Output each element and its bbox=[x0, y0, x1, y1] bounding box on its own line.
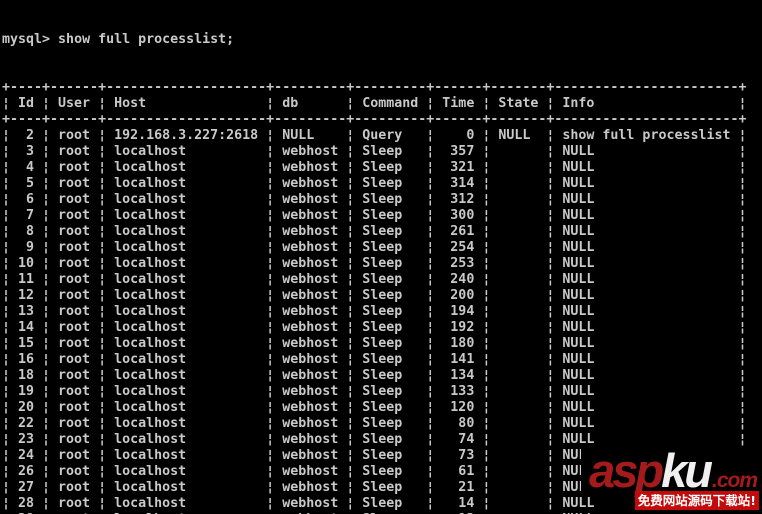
command-text: show full processlist; bbox=[50, 32, 235, 47]
processlist-table: +----+------+--------------------+------… bbox=[2, 80, 747, 514]
table-row: ¦ 20 ¦ root ¦ localhost ¦ webhost ¦ Slee… bbox=[2, 400, 747, 415]
table-row: ¦ 10 ¦ root ¦ localhost ¦ webhost ¦ Slee… bbox=[2, 256, 747, 271]
table-row: ¦ 14 ¦ root ¦ localhost ¦ webhost ¦ Slee… bbox=[2, 320, 747, 335]
logo-com-text: .com bbox=[711, 469, 758, 493]
table-row: ¦ 15 ¦ root ¦ localhost ¦ webhost ¦ Slee… bbox=[2, 336, 747, 351]
command-line: mysql> show full processlist; bbox=[2, 32, 747, 48]
aspku-logo: aspku.com bbox=[581, 447, 759, 494]
table-row: ¦ 24 ¦ root ¦ localhost ¦ webhost ¦ Slee… bbox=[2, 448, 747, 463]
table-row: ¦ 19 ¦ root ¦ localhost ¦ webhost ¦ Slee… bbox=[2, 384, 747, 399]
aspku-watermark: aspku.com 免费网站源码下载站! bbox=[581, 447, 759, 510]
table-row: ¦ 28 ¦ root ¦ localhost ¦ webhost ¦ Slee… bbox=[2, 496, 747, 511]
table-row: ¦ 29 ¦ root ¦ localhost ¦ webhost ¦ Slee… bbox=[2, 512, 747, 514]
table-row: ¦ 7 ¦ root ¦ localhost ¦ webhost ¦ Sleep… bbox=[2, 208, 747, 223]
console-output[interactable]: mysql> show full processlist; +----+----… bbox=[2, 0, 747, 514]
table-row: ¦ 13 ¦ root ¦ localhost ¦ webhost ¦ Slee… bbox=[2, 304, 747, 319]
table-row: ¦ 9 ¦ root ¦ localhost ¦ webhost ¦ Sleep… bbox=[2, 240, 747, 255]
table-row: ¦ 5 ¦ root ¦ localhost ¦ webhost ¦ Sleep… bbox=[2, 176, 747, 191]
table-header-row: ¦ Id ¦ User ¦ Host ¦ db ¦ Command ¦ Time… bbox=[2, 96, 747, 111]
table-row: ¦ 22 ¦ root ¦ localhost ¦ webhost ¦ Slee… bbox=[2, 416, 747, 431]
logo-ku-text: ku bbox=[661, 444, 713, 498]
table-row: ¦ 11 ¦ root ¦ localhost ¦ webhost ¦ Slee… bbox=[2, 272, 747, 287]
logo-asp-text: asp bbox=[589, 444, 664, 498]
table-row: ¦ 16 ¦ root ¦ localhost ¦ webhost ¦ Slee… bbox=[2, 352, 747, 367]
table-row: ¦ 3 ¦ root ¦ localhost ¦ webhost ¦ Sleep… bbox=[2, 144, 747, 159]
watermark-tagline: 免费网站源码下载站! bbox=[634, 490, 759, 510]
table-row: ¦ 26 ¦ root ¦ localhost ¦ webhost ¦ Slee… bbox=[2, 464, 747, 479]
table-row: ¦ 18 ¦ root ¦ localhost ¦ webhost ¦ Slee… bbox=[2, 368, 747, 383]
table-row: ¦ 12 ¦ root ¦ localhost ¦ webhost ¦ Slee… bbox=[2, 288, 747, 303]
table-border: +----+------+--------------------+------… bbox=[2, 80, 747, 95]
mysql-prompt: mysql> bbox=[2, 32, 51, 47]
table-row: ¦ 6 ¦ root ¦ localhost ¦ webhost ¦ Sleep… bbox=[2, 192, 747, 207]
table-row: ¦ 2 ¦ root ¦ 192.168.3.227:2618 ¦ NULL ¦… bbox=[2, 128, 747, 143]
table-row: ¦ 8 ¦ root ¦ localhost ¦ webhost ¦ Sleep… bbox=[2, 224, 747, 239]
table-row: ¦ 23 ¦ root ¦ localhost ¦ webhost ¦ Slee… bbox=[2, 432, 747, 447]
table-border: +----+------+--------------------+------… bbox=[2, 112, 747, 127]
table-row: ¦ 4 ¦ root ¦ localhost ¦ webhost ¦ Sleep… bbox=[2, 160, 747, 175]
